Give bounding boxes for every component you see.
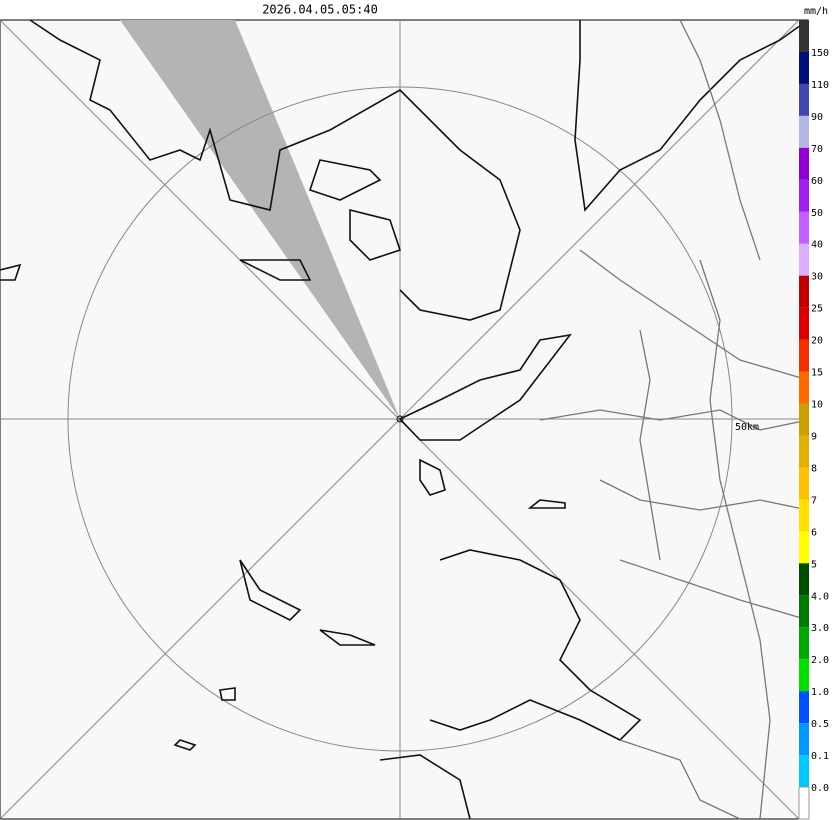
coastlines xyxy=(0,19,809,820)
legend-swatch xyxy=(799,531,809,564)
legend-label: 0.5 xyxy=(811,719,829,730)
legend-label: 110 xyxy=(811,80,829,91)
legend-swatch xyxy=(799,723,809,756)
legend-label: 8 xyxy=(811,463,817,474)
legend-label: 10 xyxy=(811,400,823,411)
legend-swatch xyxy=(799,755,809,788)
legend-swatch xyxy=(799,627,809,660)
legend-swatch xyxy=(799,691,809,724)
unit-label: mm/h xyxy=(804,6,828,17)
legend-label: 15 xyxy=(811,368,823,379)
legend-swatch xyxy=(799,211,809,244)
legend-swatch xyxy=(799,435,809,468)
blocked-beam-wedge xyxy=(120,20,400,419)
legend-swatch xyxy=(799,563,809,596)
range-label: 50km xyxy=(735,422,759,433)
timestamp: 2026.04.05.05:40 xyxy=(262,3,378,17)
legend-label: 9 xyxy=(811,431,817,442)
legend-label: 6 xyxy=(811,527,817,538)
legend-label: 7 xyxy=(811,495,817,506)
legend-swatch xyxy=(799,20,809,52)
legend-label: 0.0 xyxy=(811,783,829,794)
radar-map: 50km xyxy=(0,19,809,820)
legend-label: 2.0 xyxy=(811,655,829,666)
legend-label: 5 xyxy=(811,559,817,570)
legend-label: 40 xyxy=(811,240,823,251)
legend-label: 90 xyxy=(811,112,823,123)
legend-swatch xyxy=(799,275,809,308)
legend-label: 25 xyxy=(811,304,823,315)
admin-borders xyxy=(539,19,809,820)
legend-label: 1.0 xyxy=(811,687,829,698)
legend-label: 0.1 xyxy=(811,751,829,762)
legend-label: 150 xyxy=(811,48,829,59)
radar-site xyxy=(396,415,404,423)
legend-swatch xyxy=(799,659,809,692)
legend-swatch xyxy=(799,51,809,84)
legend-label: 50 xyxy=(811,208,823,219)
legend-swatch xyxy=(799,83,809,116)
legend-label: 20 xyxy=(811,336,823,347)
legend-swatch xyxy=(799,339,809,372)
legend-label: 70 xyxy=(811,144,823,155)
legend-swatch xyxy=(799,243,809,276)
legend-swatch xyxy=(799,371,809,404)
legend-swatch xyxy=(799,499,809,532)
color-legend: 150 110 90 70 60 50 40 30 25 20 15 10 9 8 7 6 5 4.0 3.0 2.0… xyxy=(798,20,829,820)
legend-swatch xyxy=(799,467,809,500)
legend-swatch xyxy=(798,786,810,820)
legend-swatch xyxy=(799,115,809,148)
legend-label: 3.0 xyxy=(811,623,829,634)
legend-swatch xyxy=(799,307,809,340)
legend-label: 60 xyxy=(811,176,823,187)
legend-label: 4.0 xyxy=(811,591,829,602)
legend-swatch xyxy=(799,595,809,628)
legend-swatch xyxy=(799,147,809,180)
legend-swatch xyxy=(799,179,809,212)
legend-swatch xyxy=(799,403,809,436)
legend-label: 30 xyxy=(811,272,823,283)
